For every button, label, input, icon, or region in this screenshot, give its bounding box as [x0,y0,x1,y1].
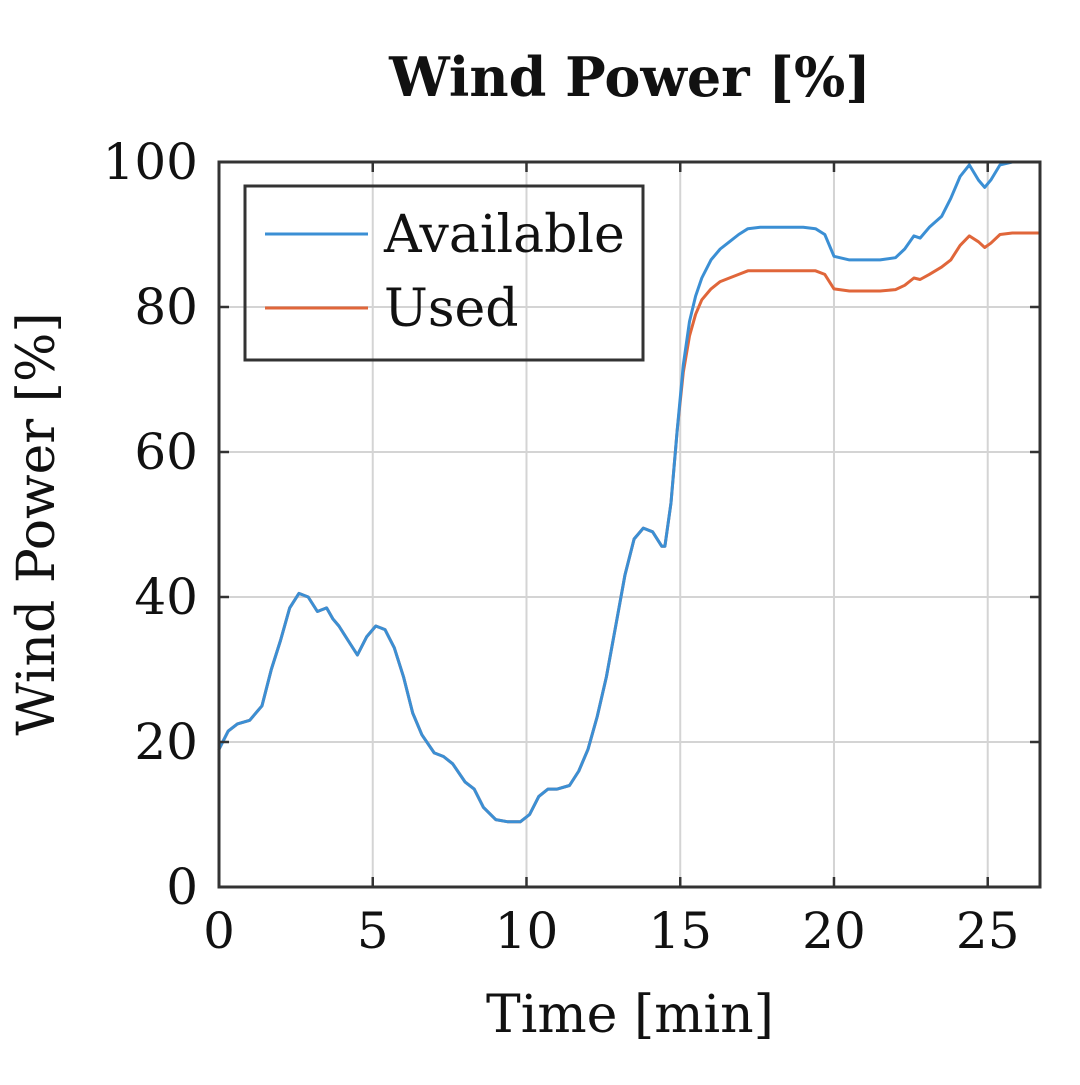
plot-frame [217,160,1042,889]
y-tick-label: 20 [134,713,198,771]
x-tick-label: 10 [495,902,559,960]
legend: Available Used [243,184,645,362]
x-axis-label: Time [min] [486,985,774,1045]
series-layer [217,160,1042,824]
legend-label-used: Used [384,279,519,339]
y-axis-label: Wind Power [%] [7,312,67,735]
series-line-available [217,160,1042,824]
x-tick-label: 5 [357,902,389,960]
legend-box [243,184,645,362]
x-tick-label: 15 [648,902,712,960]
y-tick-label: 100 [103,133,198,191]
x-tick-label: 25 [956,902,1020,960]
x-tick-label: 20 [802,902,866,960]
legend-label-available: Available [383,205,625,265]
x-tick-label: 0 [203,902,235,960]
y-tick-label: 0 [166,858,198,916]
y-tick-label: 40 [134,568,198,626]
y-tick-label: 80 [134,278,198,336]
ticks: 0 5 10 15 20 25 0 20 40 60 80 100 [103,133,1040,960]
y-tick-label: 60 [134,423,198,481]
chart-title: Wind Power [%] [388,45,871,109]
